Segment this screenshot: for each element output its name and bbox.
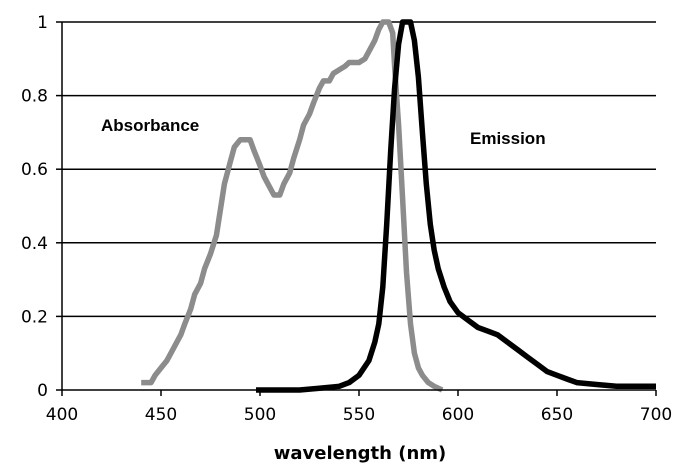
y-tick-label: 0.6: [21, 160, 48, 180]
y-tick-label: 0.2: [21, 307, 48, 327]
series-line-absorbance: [141, 19, 444, 393]
y-tick-label: 1: [37, 13, 48, 33]
gridlines: [62, 21, 656, 318]
x-tick-label: 550: [343, 405, 375, 425]
tick-labels: 0 0.2 0.4 0.6 0.8 1 400 450 500 550 600 650 700: [21, 13, 672, 425]
y-tick-label: 0: [37, 381, 48, 401]
series-label-emission: Emission: [470, 129, 546, 148]
x-tick-label: 700: [640, 405, 672, 425]
series-line-emission: [256, 19, 656, 393]
x-tick-label: 400: [46, 405, 78, 425]
axes: [56, 21, 657, 396]
x-tick-label: 600: [442, 405, 474, 425]
series-label-absorbance: Absorbance: [101, 116, 199, 135]
x-tick-label: 450: [145, 405, 177, 425]
x-axis-title: wavelength (nm): [274, 443, 447, 464]
x-tick-label: 650: [541, 405, 573, 425]
y-tick-label: 0.4: [21, 234, 48, 254]
y-tick-label: 0.8: [21, 87, 48, 107]
series-lines: [141, 19, 656, 393]
x-tick-label: 500: [244, 405, 276, 425]
